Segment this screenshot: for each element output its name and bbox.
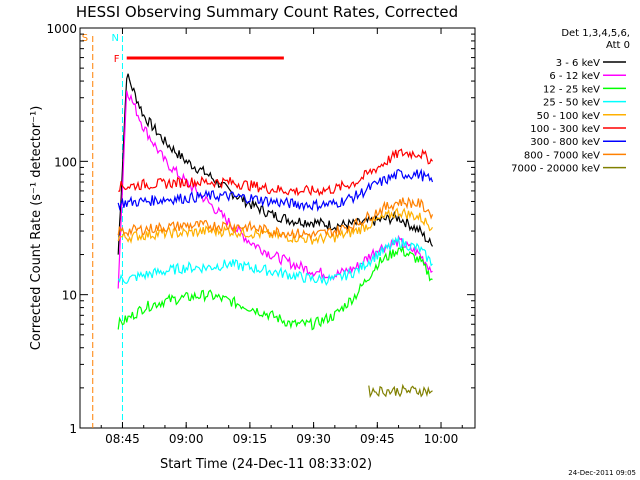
series-2 (117, 246, 433, 331)
x-tick-label-5: 10:00 (424, 432, 459, 446)
marker-label-F: F (114, 54, 120, 65)
series-layer (117, 73, 434, 399)
legend-entry-8: 7000 - 20000 keV (511, 164, 600, 175)
x-tick-label-2: 09:15 (233, 432, 268, 446)
marker-label-S: S (82, 33, 88, 44)
legend-entry-4: 50 - 100 keV (537, 111, 601, 122)
x-axis-label: Start Time (24-Dec-11 08:33:02) (160, 457, 372, 472)
y-tick-label-1: 10 (62, 289, 77, 303)
y-tick-label-2: 100 (54, 155, 77, 169)
legend-entry-1: 6 - 12 keV (549, 71, 600, 82)
series-line-3 (117, 235, 433, 286)
marker-layer: S NF (82, 33, 284, 428)
chart-title: HESSI Observing Summary Count Rates, Cor… (76, 3, 458, 21)
legend-entry-6: 300 - 800 keV (530, 137, 600, 148)
legend-entry-2: 12 - 25 keV (543, 84, 600, 95)
y-tick-label-3: 1000 (46, 22, 77, 36)
legend-entry-5: 100 - 300 keV (530, 124, 600, 135)
series-3 (117, 235, 433, 286)
legend-entry-7: 800 - 7000 keV (524, 150, 600, 161)
series-7 (117, 196, 434, 241)
series-0 (117, 73, 434, 255)
legend-entry-0: 3 - 6 keV (556, 58, 600, 69)
y-tick-label-0: 1 (69, 422, 77, 436)
footer-timestamp: 24-Dec-2011 09:05 (568, 469, 636, 477)
series-line-5 (118, 148, 433, 197)
series-line-8 (368, 383, 433, 399)
legend-title-0: Det 1,3,4,5,6, (561, 28, 630, 39)
y-axis-label: Corrected Count Rate (s⁻¹ detector⁻¹) (29, 106, 44, 351)
series-6 (117, 168, 434, 212)
x-tick-label-4: 09:45 (360, 432, 395, 446)
plot-frame (79, 27, 476, 429)
series-1 (117, 90, 433, 289)
series-line-7 (117, 196, 434, 241)
marker-label-N: N (111, 33, 118, 44)
tick-layer: 08:45 09:00 09:15 09:30 09:45 10:00 1 10 100 1000 (46, 22, 475, 446)
series-line-2 (117, 246, 433, 331)
series-8 (368, 383, 433, 399)
x-tick-label-1: 09:00 (169, 432, 204, 446)
series-line-0 (117, 73, 434, 255)
x-tick-label-3: 09:30 (296, 432, 331, 446)
series-line-1 (117, 90, 433, 289)
legend: Det 1,3,4,5,6,Att 0 3 - 6 keV 6 - 12 keV 12… (511, 28, 630, 175)
legend-title-1: Att 0 (606, 40, 630, 51)
series-5 (118, 148, 433, 197)
x-tick-label-0: 08:45 (105, 432, 140, 446)
series-line-6 (117, 168, 434, 212)
legend-entry-3: 25 - 50 keV (543, 98, 600, 109)
